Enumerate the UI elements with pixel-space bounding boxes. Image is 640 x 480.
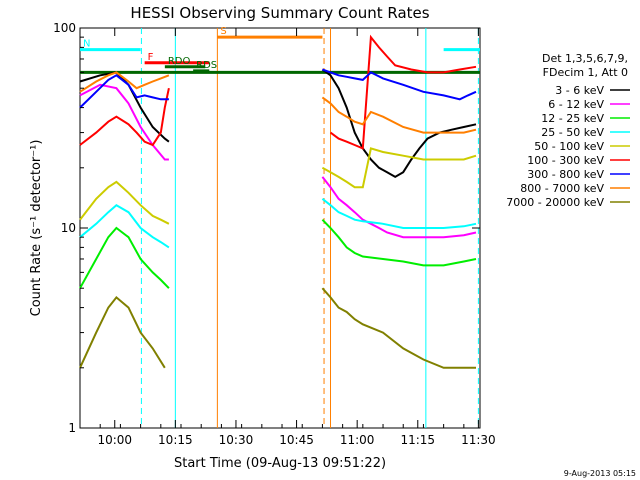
series-line [321,287,476,369]
series-line [79,295,166,369]
legend-label: 800 - 7000 keV [520,182,604,195]
series-line [79,226,170,289]
series-line [321,68,477,179]
series-line [322,68,477,101]
flag-label: N [83,39,90,50]
y-axis-label: Count Rate (s⁻¹ detector⁻¹) [29,140,44,317]
flag-label: S [220,26,226,37]
series-line [321,176,477,239]
y-tick-label: 10 [61,221,76,235]
x-axis-label: Start Time (09-Aug-13 09:51:22) [174,456,386,471]
flag-label: RDS [196,60,217,71]
x-tick-label: 11:00 [340,433,375,447]
y-axis-ticks: 1 10 100 [53,21,480,435]
series-line [321,96,477,134]
series-line [79,180,170,225]
legend-header-line-2: FDecim 1, Att 0 [543,66,628,79]
x-tick-label: 10:45 [279,433,314,447]
legend-label: 100 - 300 keV [527,154,604,167]
timestamp: 9-Aug-2013 05:15 [564,469,636,478]
legend-label: 7000 - 20000 keV [506,196,604,209]
legend-label: 50 - 100 keV [534,140,604,153]
x-tick-label: 11:30 [461,433,496,447]
legend-label: 25 - 50 keV [541,126,604,139]
legend-label: 6 - 12 keV [548,98,604,111]
series-line [79,87,170,147]
flag-label: RDO [168,56,191,67]
series-line [321,219,477,267]
legend-label: 3 - 6 keV [555,84,604,97]
series-line [79,203,170,249]
x-tick-label: 10:00 [97,433,132,447]
y-tick-label: 100 [53,21,76,35]
legend-header-line-1: Det 1,3,5,6,7,9, [542,52,628,65]
legend-label: 12 - 25 keV [541,112,604,125]
x-tick-label: 10:15 [158,433,193,447]
legend-label: 300 - 800 keV [527,168,604,181]
x-tick-label: 10:30 [219,433,254,447]
x-axis-ticks: 10:00 10:15 10:30 10:45 11:00 11:15 11:30 [79,28,496,447]
chart-title: HESSI Observing Summary Count Rates [130,4,429,22]
series-line [321,147,477,189]
flag-bars: N F RDO RDS S [80,26,480,74]
series-line [79,74,169,109]
series-lines [79,34,477,369]
series-line [329,34,477,150]
flag-label: F [148,52,154,63]
y-tick-label: 1 [68,421,76,435]
series-line [79,71,170,93]
series-line [79,71,170,143]
x-tick-label: 11:15 [400,433,435,447]
series-line [321,198,477,229]
